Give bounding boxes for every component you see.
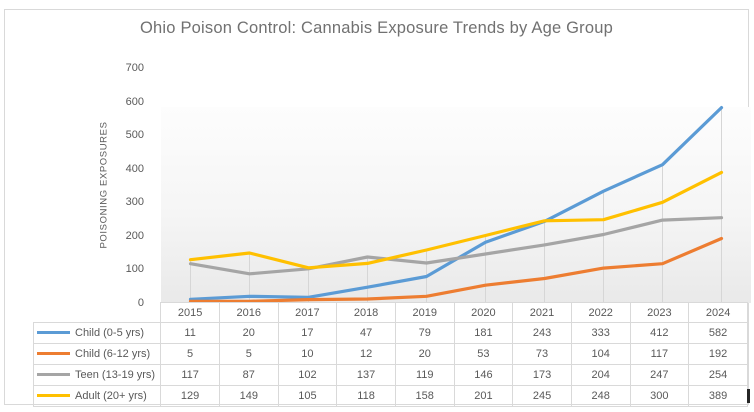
value-cell: 20: [394, 343, 455, 365]
value-cell: 12: [336, 343, 396, 365]
table-row: Child (6-12 yrs) 5 5 10 12 20 53 73 104 117 192: [32, 343, 748, 365]
year-cell: 2016: [218, 302, 279, 323]
table-header-row: 2015 2016 2017 2018 2019 2020 2021 2022 2023 2024: [34, 302, 748, 323]
value-cell: 333: [570, 322, 631, 344]
series-key-swatch: [37, 373, 70, 376]
selection-handle-mark: [747, 389, 750, 403]
value-cell: 117: [629, 343, 690, 365]
value-cell: 53: [453, 343, 514, 365]
value-cell: 247: [629, 364, 690, 386]
value-cell: 192: [688, 343, 748, 365]
year-cell: 2024: [688, 302, 748, 323]
table-row: Child (0-5 yrs) 11 20 17 47 79 181 243 333 412 582: [32, 322, 748, 344]
series-name: Teen (13-19 yrs): [75, 369, 156, 381]
series-key-swatch: [37, 394, 70, 397]
value-cell: 10: [277, 343, 338, 365]
data-table: 2015 2016 2017 2018 2019 2020 2021 2022 2023 2024…: [32, 302, 748, 407]
year-cell: 2023: [629, 302, 690, 323]
y-axis-tick-label: 400: [125, 162, 144, 175]
legend-cell: Teen (13-19 yrs): [32, 364, 162, 386]
value-cell: 173: [512, 364, 572, 386]
year-cell: 2021: [512, 302, 572, 323]
value-cell: 181: [453, 322, 514, 344]
y-axis-tick-label: 100: [125, 263, 144, 276]
value-cell: 137: [336, 364, 396, 386]
y-axis-tick-label: 600: [125, 95, 144, 108]
series-line-2[interactable]: [188, 216, 724, 276]
value-cell: 254: [688, 364, 748, 386]
year-cell: 2020: [453, 302, 514, 323]
value-cell: 47: [336, 322, 396, 344]
series-key-swatch: [37, 331, 70, 334]
value-cell: 104: [570, 343, 631, 365]
value-cell: 20: [218, 322, 279, 344]
table-row: Teen (13-19 yrs) 117 87 102 137 119 146 173 204 2…: [32, 364, 748, 386]
value-cell: 118: [336, 385, 396, 407]
value-cell: 17: [277, 322, 338, 344]
value-cell: 73: [512, 343, 572, 365]
y-axis-tick-label: 700: [125, 62, 144, 74]
legend-cell: Child (6-12 yrs): [32, 343, 162, 365]
value-cell: 389: [688, 385, 748, 407]
value-cell: 87: [218, 364, 279, 386]
value-cell: 158: [394, 385, 455, 407]
value-cell: 129: [160, 385, 220, 407]
table-corner-cell: [34, 303, 161, 323]
year-cell: 2019: [394, 302, 455, 323]
value-cell: 5: [160, 343, 220, 365]
value-cell: 245: [512, 385, 572, 407]
y-axis-tick-label: 200: [125, 229, 144, 242]
series-name: Adult (20+ yrs): [75, 390, 147, 402]
value-cell: 102: [277, 364, 338, 386]
table-row: Adult (20+ yrs) 129 149 105 118 158 201 245 248 3…: [32, 385, 748, 407]
value-cell: 117: [160, 364, 220, 386]
value-cell: 149: [218, 385, 279, 407]
value-cell: 146: [453, 364, 514, 386]
value-cell: 11: [160, 322, 220, 344]
year-cell: 2022: [570, 302, 631, 323]
value-cell: 119: [394, 364, 455, 386]
value-cell: 243: [512, 322, 572, 344]
chart-title[interactable]: Ohio Poison Control: Cannabis Exposure T…: [140, 19, 613, 37]
value-cell: 204: [570, 364, 631, 386]
value-cell: 582: [688, 322, 748, 344]
year-cell: 2015: [160, 302, 220, 323]
value-cell: 248: [570, 385, 631, 407]
legend-cell: Child (0-5 yrs): [32, 322, 162, 344]
chart-object[interactable]: Ohio Poison Control: Cannabis Exposure T…: [4, 9, 751, 407]
series-name: Child (0-5 yrs): [75, 327, 145, 339]
value-cell: 79: [394, 322, 455, 344]
y-axis-tick-label: 500: [125, 129, 144, 142]
series-line-3[interactable]: [188, 170, 724, 270]
year-cell: 2018: [336, 302, 396, 323]
value-cell: 300: [629, 385, 690, 407]
series-line-1[interactable]: [188, 236, 724, 303]
legend-cell: Adult (20+ yrs): [32, 385, 162, 407]
value-cell: 5: [218, 343, 279, 365]
value-cell: 201: [453, 385, 514, 407]
y-axis-tick-label: 300: [125, 196, 144, 209]
value-cell: 412: [629, 322, 690, 344]
series-name: Child (6-12 yrs): [75, 348, 151, 360]
year-cell: 2017: [277, 302, 338, 323]
y-axis-tick-label: 0: [137, 297, 144, 309]
series-key-swatch: [37, 352, 70, 355]
plot-area[interactable]: [161, 68, 751, 303]
value-cell: 105: [277, 385, 338, 407]
